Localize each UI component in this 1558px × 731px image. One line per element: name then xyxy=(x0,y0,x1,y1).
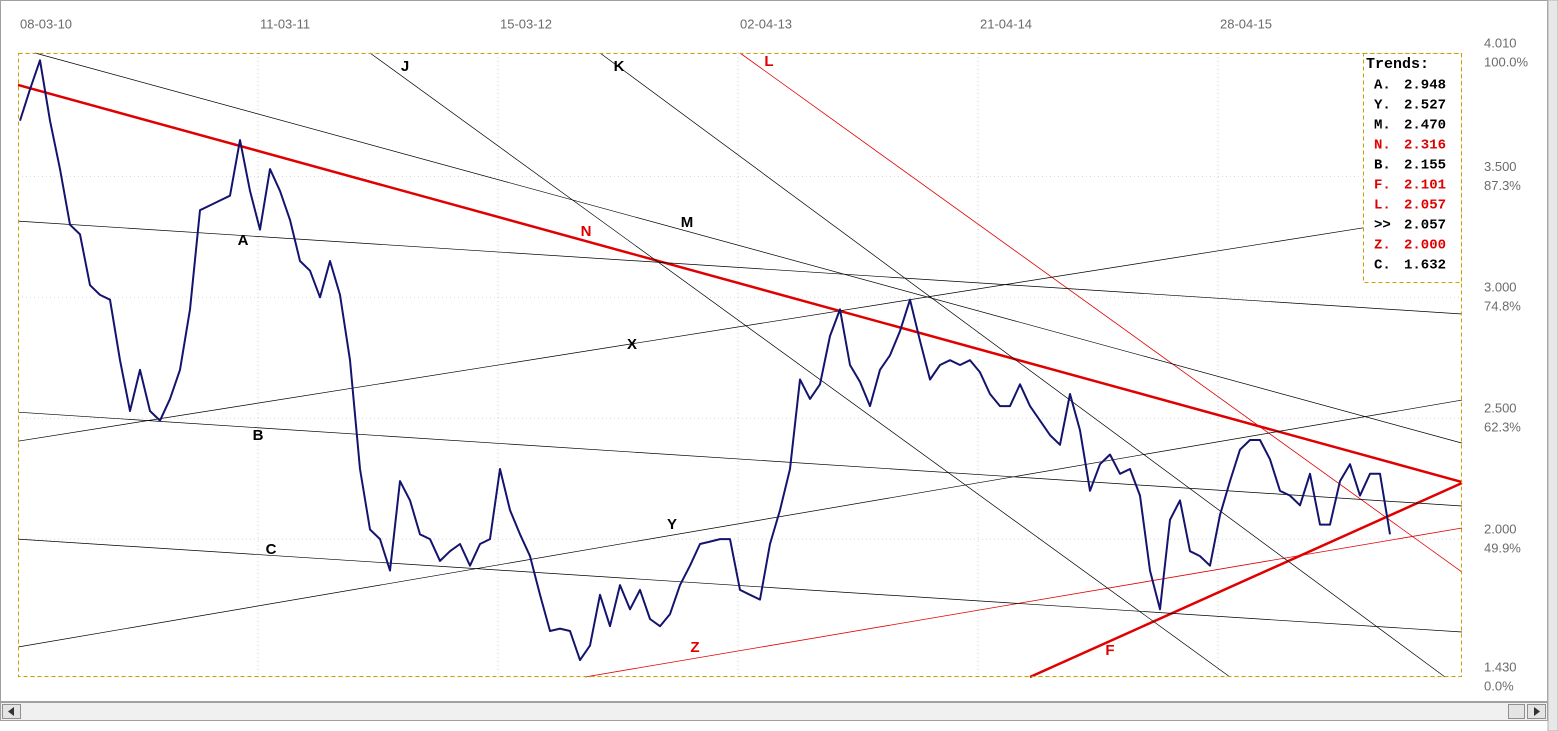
price-series xyxy=(19,59,1391,662)
x-tick-label: 08-03-10 xyxy=(20,16,72,31)
trend-line xyxy=(369,52,1231,678)
trend-value: 2.155 xyxy=(1404,158,1446,174)
scrollbar[interactable] xyxy=(0,702,1548,721)
x-tick-label: 28-04-15 xyxy=(1220,16,1272,31)
trend-lines: N F L Z J K M A X Y B C xyxy=(17,52,1463,679)
y-tick-label: 3.500 xyxy=(1484,159,1517,174)
trend-line xyxy=(17,399,1463,648)
trend-name: N. xyxy=(1374,138,1391,154)
y-tick-percent: 74.8% xyxy=(1484,299,1521,314)
trend-value: 2.057 xyxy=(1404,198,1446,214)
x-tick-label: 02-04-13 xyxy=(740,16,792,31)
trend-label: A xyxy=(238,232,249,249)
trend-value: 2.316 xyxy=(1404,138,1446,154)
trend-name: Y. xyxy=(1374,98,1391,114)
y-tick-percent: 62.3% xyxy=(1484,420,1521,435)
trend-line xyxy=(17,83,1463,484)
trend-line xyxy=(1029,481,1463,679)
trend-label: Z xyxy=(690,639,699,656)
x-tick-label: 11-03-11 xyxy=(260,16,310,31)
trend-label: F xyxy=(1105,642,1114,659)
trend-label: L xyxy=(764,53,773,70)
trend-name: F. xyxy=(1374,178,1391,194)
trend-name: M. xyxy=(1374,118,1391,134)
trends-panel: Trends: A. 2.948 Y. 2.527 M. 2.470 N. 2.316 B. 2.… xyxy=(1363,53,1462,283)
trend-value: 1.632 xyxy=(1404,258,1446,274)
y-tick-percent: 0.0% xyxy=(1484,678,1514,693)
trend-line xyxy=(17,211,1463,442)
y-tick-label: 2.500 xyxy=(1484,401,1517,416)
trend-line xyxy=(17,411,1463,507)
trend-label: X xyxy=(627,336,637,353)
side-strip xyxy=(1547,0,1558,731)
trend-name: >> xyxy=(1374,218,1391,234)
panel-box xyxy=(1363,53,1462,283)
trend-label: Y xyxy=(667,516,677,533)
trend-value: 2.101 xyxy=(1404,178,1446,194)
trend-name: Z. xyxy=(1374,238,1391,254)
trend-line xyxy=(17,220,1463,315)
y-tick-label: 4.010 xyxy=(1484,35,1517,50)
y-tick-percent: 49.9% xyxy=(1484,541,1521,556)
plot-border xyxy=(18,53,1462,677)
trend-name: L. xyxy=(1374,198,1391,214)
trend-value: 2.948 xyxy=(1404,78,1446,94)
trend-line xyxy=(584,527,1463,678)
x-tick-label: 21-04-14 xyxy=(980,16,1032,31)
trend-label: K xyxy=(614,58,625,75)
trend-name: C. xyxy=(1374,258,1391,274)
trend-label: M xyxy=(681,214,694,231)
trend-line xyxy=(599,52,1446,678)
x-tick-label: 15-03-12 xyxy=(500,16,552,31)
axes: 08-03-10 11-03-11 15-03-12 02-04-13 21-04-14… xyxy=(20,16,1529,693)
trend-value: 2.000 xyxy=(1404,238,1446,254)
trend-label: N xyxy=(581,223,592,240)
scroll-thumb[interactable] xyxy=(1508,704,1525,719)
trend-value: 2.470 xyxy=(1404,118,1446,134)
trend-line xyxy=(34,52,1463,444)
trend-value: 2.057 xyxy=(1404,218,1446,234)
trend-label: J xyxy=(401,58,409,75)
y-tick-percent: 100.0% xyxy=(1484,54,1529,69)
trend-name: A. xyxy=(1374,78,1391,94)
y-tick-label: 1.430 xyxy=(1484,659,1517,674)
trend-value: 2.527 xyxy=(1404,98,1446,114)
trend-name: B. xyxy=(1374,158,1391,174)
trend-line xyxy=(739,52,1463,573)
y-tick-label: 3.000 xyxy=(1484,280,1517,295)
y-tick-percent: 87.3% xyxy=(1484,178,1521,193)
trend-label: C xyxy=(266,541,277,558)
y-tick-label: 2.000 xyxy=(1484,522,1517,537)
scroll-track[interactable] xyxy=(0,702,1548,721)
arrow-icon xyxy=(1534,707,1540,716)
price-line xyxy=(19,59,1391,662)
trend-label: B xyxy=(253,427,264,444)
grid xyxy=(18,52,1462,678)
arrow-icon xyxy=(8,707,14,716)
panel-title: Trends: xyxy=(1366,56,1429,73)
